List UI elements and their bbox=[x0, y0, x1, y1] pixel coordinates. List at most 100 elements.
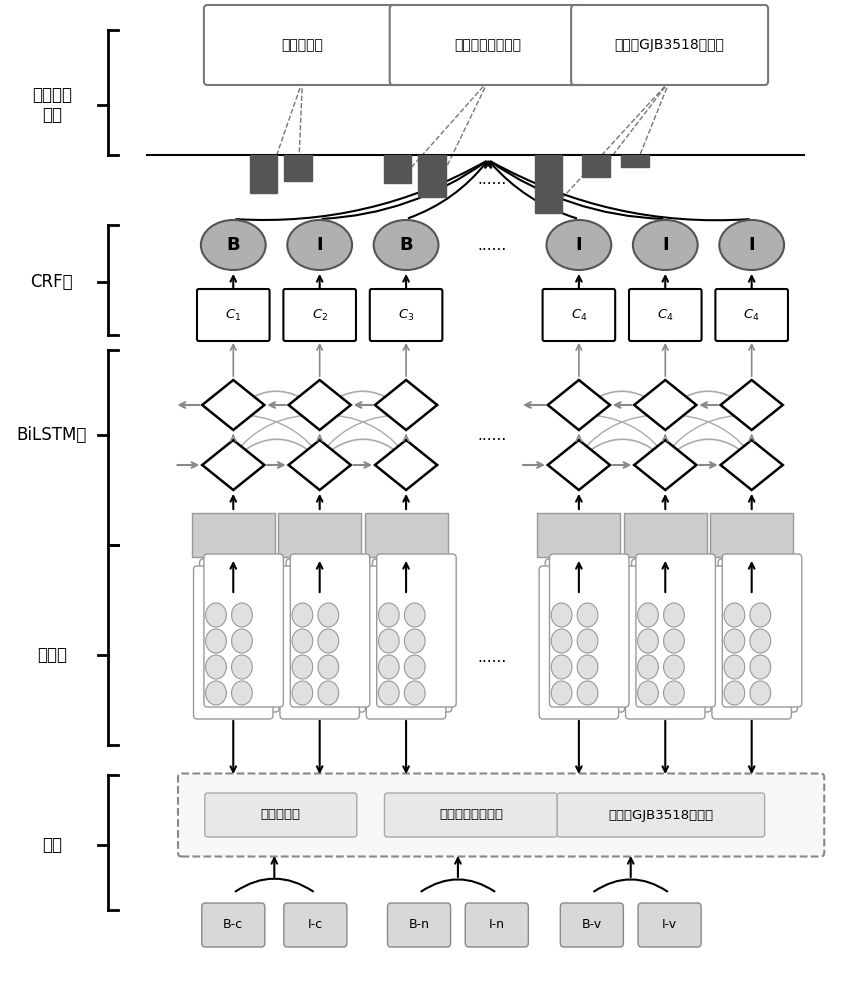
FancyBboxPatch shape bbox=[638, 903, 702, 947]
Circle shape bbox=[232, 681, 252, 705]
Circle shape bbox=[638, 655, 658, 679]
Bar bbox=[384, 155, 411, 183]
Text: I: I bbox=[662, 236, 669, 254]
Circle shape bbox=[206, 603, 226, 627]
FancyBboxPatch shape bbox=[539, 566, 619, 719]
Circle shape bbox=[664, 681, 684, 705]
FancyBboxPatch shape bbox=[557, 793, 765, 837]
Circle shape bbox=[232, 655, 252, 679]
FancyBboxPatch shape bbox=[204, 554, 283, 707]
FancyBboxPatch shape bbox=[550, 554, 629, 707]
Circle shape bbox=[664, 655, 684, 679]
Text: 输入: 输入 bbox=[41, 836, 62, 854]
FancyBboxPatch shape bbox=[290, 554, 370, 707]
Polygon shape bbox=[548, 440, 610, 490]
Bar bbox=[621, 155, 649, 167]
Polygon shape bbox=[289, 440, 351, 490]
Ellipse shape bbox=[546, 220, 611, 270]
Bar bbox=[535, 155, 562, 213]
Circle shape bbox=[724, 603, 745, 627]
Circle shape bbox=[232, 629, 252, 653]
Polygon shape bbox=[548, 380, 610, 430]
FancyBboxPatch shape bbox=[390, 5, 587, 85]
Circle shape bbox=[551, 655, 572, 679]
Text: B-c: B-c bbox=[223, 918, 244, 932]
Bar bbox=[710, 513, 793, 557]
Text: ......: ...... bbox=[478, 650, 507, 666]
Polygon shape bbox=[634, 380, 696, 430]
Polygon shape bbox=[202, 440, 264, 490]
Polygon shape bbox=[375, 440, 437, 490]
Bar bbox=[537, 513, 620, 557]
Circle shape bbox=[664, 629, 684, 653]
Text: ......: ...... bbox=[478, 428, 507, 442]
Circle shape bbox=[750, 681, 771, 705]
Polygon shape bbox=[202, 380, 264, 430]
FancyBboxPatch shape bbox=[377, 554, 456, 707]
Text: $C_2$: $C_2$ bbox=[312, 307, 327, 323]
Text: 除有规定外: 除有规定外 bbox=[261, 808, 301, 822]
Bar bbox=[250, 155, 277, 193]
Circle shape bbox=[206, 681, 226, 705]
FancyBboxPatch shape bbox=[197, 289, 270, 341]
Bar bbox=[278, 513, 361, 557]
Text: 标准指标
输出: 标准指标 输出 bbox=[32, 86, 72, 124]
Text: CRF层: CRF层 bbox=[30, 273, 73, 291]
Circle shape bbox=[232, 603, 252, 627]
Text: I: I bbox=[748, 236, 755, 254]
Text: 字向量: 字向量 bbox=[37, 646, 67, 664]
Polygon shape bbox=[289, 380, 351, 430]
Circle shape bbox=[577, 629, 598, 653]
Bar bbox=[192, 513, 275, 557]
Circle shape bbox=[750, 629, 771, 653]
Circle shape bbox=[292, 681, 313, 705]
Bar bbox=[582, 155, 610, 177]
Text: $C_4$: $C_4$ bbox=[743, 307, 760, 323]
Text: 组件的法兰盘材料: 组件的法兰盘材料 bbox=[439, 808, 503, 822]
FancyBboxPatch shape bbox=[205, 793, 357, 837]
Polygon shape bbox=[375, 380, 437, 430]
FancyBboxPatch shape bbox=[370, 289, 442, 341]
Circle shape bbox=[638, 603, 658, 627]
FancyBboxPatch shape bbox=[626, 566, 705, 719]
Circle shape bbox=[638, 681, 658, 705]
FancyBboxPatch shape bbox=[636, 554, 715, 707]
Circle shape bbox=[318, 603, 339, 627]
FancyBboxPatch shape bbox=[372, 559, 452, 712]
Circle shape bbox=[378, 603, 399, 627]
Text: 组件的法兰盘材料: 组件的法兰盘材料 bbox=[454, 38, 522, 52]
Ellipse shape bbox=[632, 220, 697, 270]
Ellipse shape bbox=[200, 220, 266, 270]
FancyBboxPatch shape bbox=[715, 289, 788, 341]
Text: I-c: I-c bbox=[308, 918, 323, 932]
Text: B-n: B-n bbox=[409, 918, 429, 932]
Text: B: B bbox=[226, 236, 240, 254]
FancyBboxPatch shape bbox=[571, 5, 768, 85]
Circle shape bbox=[292, 629, 313, 653]
Text: 除有规定外: 除有规定外 bbox=[282, 38, 323, 52]
Bar bbox=[624, 513, 707, 557]
FancyBboxPatch shape bbox=[632, 559, 711, 712]
FancyBboxPatch shape bbox=[204, 5, 401, 85]
Circle shape bbox=[750, 655, 771, 679]
Circle shape bbox=[551, 629, 572, 653]
Ellipse shape bbox=[719, 220, 784, 270]
FancyBboxPatch shape bbox=[387, 903, 451, 947]
Text: I: I bbox=[575, 236, 582, 254]
Circle shape bbox=[292, 603, 313, 627]
Text: $C_4$: $C_4$ bbox=[657, 307, 674, 323]
Circle shape bbox=[404, 681, 425, 705]
Circle shape bbox=[724, 629, 745, 653]
Text: ......: ...... bbox=[478, 172, 507, 188]
FancyBboxPatch shape bbox=[201, 903, 264, 947]
FancyBboxPatch shape bbox=[283, 289, 356, 341]
FancyBboxPatch shape bbox=[712, 566, 791, 719]
FancyBboxPatch shape bbox=[178, 774, 824, 856]
Bar bbox=[284, 155, 312, 181]
Circle shape bbox=[577, 603, 598, 627]
Ellipse shape bbox=[373, 220, 438, 270]
Circle shape bbox=[724, 655, 745, 679]
Circle shape bbox=[378, 629, 399, 653]
Text: 应符合GJB3518的规定: 应符合GJB3518的规定 bbox=[614, 38, 725, 52]
Circle shape bbox=[206, 655, 226, 679]
